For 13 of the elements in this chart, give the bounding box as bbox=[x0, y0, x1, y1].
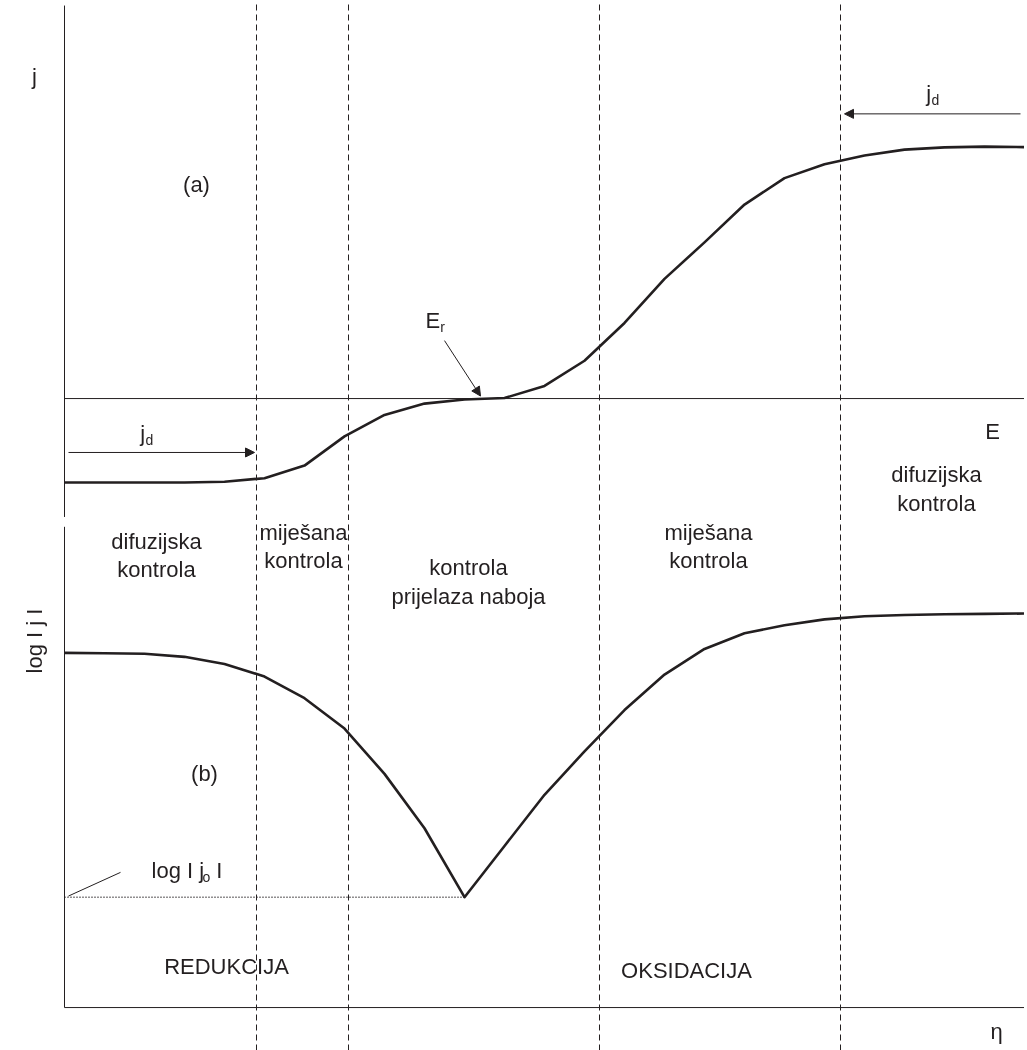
text: miješana kontrola bbox=[664, 519, 754, 574]
text: difuzijska kontrola bbox=[111, 528, 203, 583]
y-axis-title: log I j I bbox=[22, 608, 47, 674]
annotation: OKSIDACIJA bbox=[621, 958, 753, 984]
annotation: (a) bbox=[183, 171, 210, 197]
x-axis-title: η bbox=[990, 1018, 1003, 1044]
annotation: REDUKCIJA bbox=[164, 954, 290, 980]
annotation: difuzijska kontrola bbox=[891, 462, 983, 517]
y-axis-title: j bbox=[31, 63, 37, 89]
x-axis-title: E bbox=[985, 418, 1000, 444]
annotation: (b) bbox=[191, 760, 218, 786]
text: miješana kontrola bbox=[259, 519, 349, 574]
text: kontrola prijelaza naboja bbox=[391, 555, 547, 610]
